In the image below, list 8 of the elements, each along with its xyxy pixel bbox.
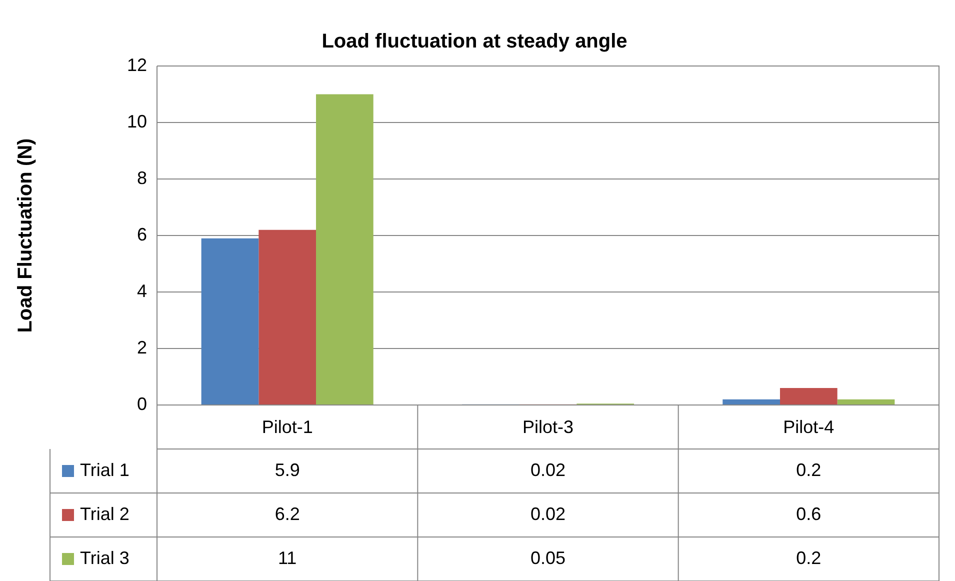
y-tick-label: 2 — [136, 337, 147, 358]
y-tick-label: 8 — [136, 168, 147, 188]
y-tick-label: 12 — [126, 54, 147, 75]
y-tick-label: 10 — [126, 111, 147, 132]
y-axis-title: Load Fluctuation (N) — [14, 138, 37, 333]
y-tick-label: 6 — [136, 224, 147, 244]
y-tick-label: 4 — [136, 280, 147, 301]
chart-title: Load fluctuation at steady angle — [322, 30, 628, 53]
